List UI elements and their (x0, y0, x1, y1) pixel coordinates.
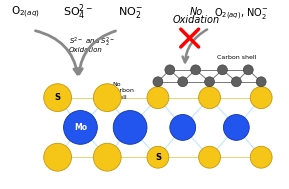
Circle shape (64, 111, 97, 144)
Text: Carbon shell: Carbon shell (217, 55, 256, 60)
Text: S: S (55, 93, 61, 102)
Circle shape (250, 87, 272, 108)
Circle shape (231, 77, 241, 87)
Circle shape (165, 65, 175, 75)
Text: No: No (190, 7, 203, 17)
Circle shape (243, 65, 253, 75)
Text: NO$_2^{-}$: NO$_2^{-}$ (118, 5, 142, 20)
Circle shape (93, 143, 121, 171)
Circle shape (147, 146, 169, 168)
Circle shape (113, 111, 147, 144)
Circle shape (191, 65, 201, 75)
Circle shape (93, 84, 121, 112)
Text: S: S (155, 153, 161, 162)
Circle shape (199, 146, 221, 168)
Text: Oxidation: Oxidation (173, 15, 220, 25)
Circle shape (256, 77, 266, 87)
Text: No
carbon
shell: No carbon shell (112, 82, 134, 100)
Text: Oxidation: Oxidation (68, 47, 102, 53)
Circle shape (178, 77, 188, 87)
Circle shape (218, 65, 227, 75)
Circle shape (223, 115, 249, 140)
Text: Mo: Mo (74, 123, 87, 132)
Circle shape (250, 146, 272, 168)
Circle shape (205, 77, 214, 87)
Circle shape (147, 87, 169, 108)
Text: $S^{2-}$ and $S_2^{2-}$: $S^{2-}$ and $S_2^{2-}$ (68, 35, 115, 49)
Text: SO$_4^{2-}$: SO$_4^{2-}$ (64, 2, 93, 22)
Text: O$_{2(aq)}$: O$_{2(aq)}$ (11, 5, 40, 20)
Circle shape (170, 115, 196, 140)
Circle shape (153, 77, 163, 87)
Circle shape (44, 143, 71, 171)
Text: O$_{2(aq)}$, NO$_2^{-}$: O$_{2(aq)}$, NO$_2^{-}$ (214, 7, 268, 22)
Circle shape (199, 87, 221, 108)
Circle shape (44, 84, 71, 112)
